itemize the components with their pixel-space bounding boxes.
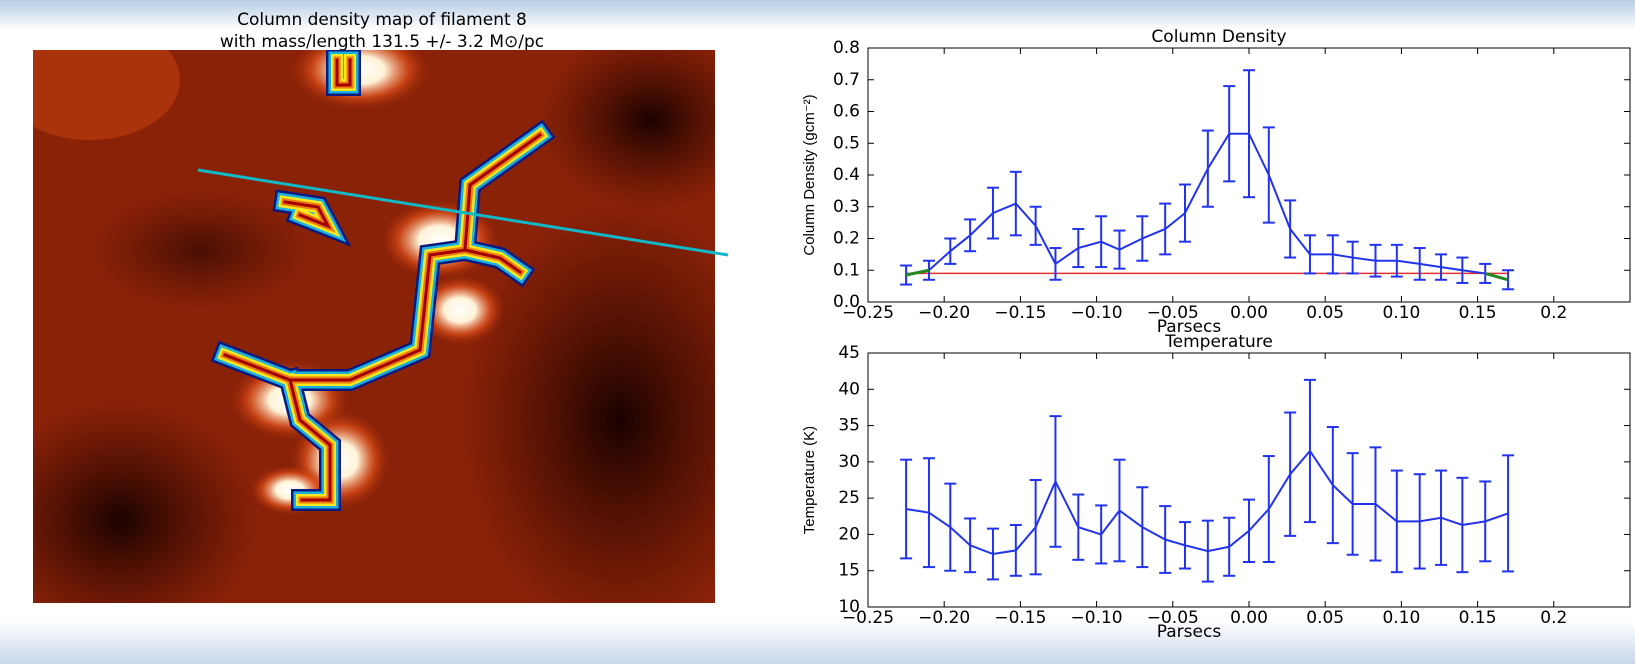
chart-title: Column Density bbox=[1151, 27, 1286, 47]
x-tick-label: 0.2 bbox=[1540, 608, 1567, 628]
x-tick-label: 0.00 bbox=[1230, 303, 1268, 323]
y-tick-label: 35 bbox=[838, 416, 860, 436]
y-tick-label: 0.1 bbox=[833, 260, 860, 280]
edge-segment bbox=[1485, 273, 1508, 279]
y-tick-label: 0.6 bbox=[833, 102, 860, 122]
map-title: with mass/length 131.5 +/- 3.2 M⊙/pc bbox=[220, 32, 544, 52]
plot-area bbox=[868, 353, 1630, 607]
y-tick-label: 0.3 bbox=[833, 197, 860, 217]
y-tick-label: 0.4 bbox=[833, 165, 860, 185]
density-map bbox=[0, 20, 780, 640]
chart-title: Temperature bbox=[1164, 332, 1273, 352]
x-axis-label: Parsecs bbox=[1157, 622, 1222, 642]
y-tick-label: 15 bbox=[838, 561, 860, 581]
y-tick-label: 40 bbox=[838, 379, 860, 399]
y-axis-label: Temperature (K) bbox=[801, 426, 818, 534]
y-axis-label: Column Density (gcm⁻²) bbox=[801, 94, 818, 255]
y-tick-label: 0.5 bbox=[833, 133, 860, 153]
y-tick-label: 30 bbox=[838, 452, 860, 472]
x-tick-label: −0.10 bbox=[1071, 303, 1123, 323]
x-tick-label: −0.20 bbox=[918, 303, 970, 323]
x-tick-label: −0.10 bbox=[1071, 608, 1123, 628]
x-tick-label: 0.15 bbox=[1459, 303, 1497, 323]
y-tick-label: 0.7 bbox=[833, 70, 860, 90]
y-tick-label: 25 bbox=[838, 488, 860, 508]
y-tick-label: 10 bbox=[838, 597, 860, 617]
x-tick-label: −0.15 bbox=[994, 303, 1046, 323]
figure: Column density map of filament 8 with ma… bbox=[0, 0, 1635, 664]
x-tick-label: 0.2 bbox=[1540, 303, 1567, 323]
y-tick-label: 45 bbox=[838, 343, 860, 363]
x-tick-label: 0.00 bbox=[1230, 608, 1268, 628]
edge-segment bbox=[906, 270, 929, 275]
y-tick-label: 0.2 bbox=[833, 229, 860, 249]
y-tick-label: 0.8 bbox=[833, 38, 860, 58]
y-tick-label: 20 bbox=[838, 524, 860, 544]
x-tick-label: −0.15 bbox=[994, 608, 1046, 628]
x-tick-label: 0.15 bbox=[1459, 608, 1497, 628]
map-title: Column density map of filament 8 bbox=[237, 10, 527, 30]
y-tick-label: 0.0 bbox=[833, 292, 860, 312]
x-tick-label: −0.20 bbox=[918, 608, 970, 628]
x-tick-label: 0.05 bbox=[1306, 608, 1344, 628]
x-tick-label: 0.10 bbox=[1382, 608, 1420, 628]
x-tick-label: 0.05 bbox=[1306, 303, 1344, 323]
x-tick-label: 0.10 bbox=[1382, 303, 1420, 323]
